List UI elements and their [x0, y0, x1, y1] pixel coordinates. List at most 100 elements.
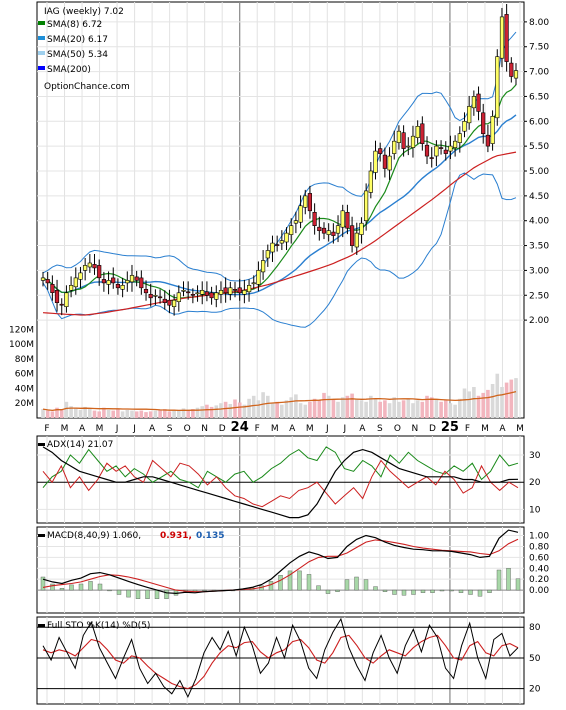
candle-body	[153, 294, 158, 297]
adx-line	[42, 446, 519, 519]
candle-body	[495, 56, 500, 119]
volume-bar	[177, 409, 181, 418]
macd-histogram-bar	[354, 576, 359, 591]
candle-body	[139, 277, 144, 289]
macd-tick-label: 0.00	[529, 586, 549, 596]
sto-swatch	[38, 624, 45, 627]
candle-body	[289, 225, 294, 235]
price-tick-label: 4.50	[529, 192, 549, 202]
candle-body	[434, 145, 439, 157]
month-label: O	[394, 424, 401, 434]
volume-bar	[223, 401, 228, 418]
volume-bar	[383, 400, 387, 418]
candle-body	[382, 154, 388, 169]
macd-title-hist: 0.135	[196, 531, 224, 541]
candle-body	[242, 289, 247, 295]
volume-bar	[116, 409, 120, 418]
candle-body	[331, 231, 336, 236]
sto-title: Full STO %K(14) %D(5)	[47, 621, 150, 631]
volume-bar	[434, 398, 439, 418]
adx-title: ADX(14) 21.07	[47, 440, 113, 450]
candle-body	[513, 70, 519, 79]
volume-bar	[148, 411, 153, 418]
volume-bar	[481, 392, 485, 418]
macd-histogram-bar	[506, 568, 511, 591]
volume-bar	[294, 394, 298, 418]
volume-bar	[378, 401, 382, 418]
minus-di-line	[42, 459, 519, 508]
volume-ma-line	[42, 390, 517, 412]
price-tick-label: 2.50	[529, 291, 549, 301]
macd-histogram-bar	[458, 589, 464, 593]
macd-tick-label: 0.80	[529, 542, 549, 552]
volume-bar	[158, 409, 162, 418]
candle-body	[134, 276, 139, 281]
candle-body	[256, 270, 261, 285]
volume-bar	[214, 405, 219, 418]
candle-body	[340, 210, 345, 228]
macd-histogram-bar	[401, 589, 407, 596]
candle-body	[83, 265, 88, 271]
volume-bar	[350, 393, 354, 418]
macd-histogram-bar	[382, 589, 388, 592]
price-tick-label: 6.00	[529, 117, 549, 127]
candle-body	[321, 227, 327, 234]
volume-bar	[139, 410, 144, 418]
month-label: M	[96, 424, 104, 434]
volume-bar	[415, 400, 420, 418]
volume-bar	[490, 384, 495, 418]
volume-bar	[55, 407, 59, 418]
macd-histogram-bar	[50, 583, 55, 591]
candle-body	[106, 280, 111, 285]
price-tick-label: 4.00	[529, 217, 549, 227]
candle-body	[59, 303, 64, 306]
month-label: F	[465, 424, 470, 434]
macd-histogram-bar	[449, 589, 454, 592]
volume-bar	[111, 410, 115, 418]
month-label: D	[429, 424, 436, 434]
volume-bar	[69, 406, 73, 418]
volume-tick-label: 80M	[15, 355, 34, 365]
volume-bar	[74, 408, 78, 418]
macd-histogram-bar	[126, 589, 131, 598]
candle-body	[209, 292, 214, 299]
volume-bar	[186, 410, 190, 418]
candle-body	[457, 133, 462, 143]
volume-bar	[411, 403, 415, 418]
candle-body	[237, 287, 242, 294]
candle-body	[223, 287, 228, 294]
candle-body	[401, 132, 406, 149]
candle-body	[158, 296, 163, 299]
candle-body	[373, 150, 378, 173]
macd-histogram-bar	[468, 589, 473, 595]
volume-bar	[312, 398, 317, 418]
month-label: D	[219, 424, 226, 434]
volume-tick-label: 120M	[9, 325, 34, 335]
month-label: J	[115, 424, 119, 434]
month-label: 25	[441, 420, 459, 435]
price-tick-label: 8.00	[529, 18, 549, 28]
candle-body	[129, 275, 135, 283]
candle-body	[312, 212, 317, 227]
candle-body	[172, 299, 177, 308]
macd-histogram-bar	[363, 579, 369, 591]
volume-bar	[130, 410, 134, 418]
volume-bar	[144, 412, 148, 418]
volume-bar	[59, 409, 64, 418]
volume-bar	[153, 410, 158, 418]
volume-bar	[97, 411, 101, 418]
month-label: O	[184, 424, 191, 434]
macd-histogram-bar	[411, 589, 416, 595]
macd-tick-label: 0.60	[529, 553, 549, 563]
volume-bar	[369, 395, 373, 418]
macd-histogram-bar	[107, 589, 112, 592]
legend-label: SMA(20) 6.17	[47, 35, 108, 45]
candle-body	[490, 116, 495, 144]
volume-bar	[125, 409, 130, 418]
candle-body	[167, 299, 172, 306]
volume-bar	[280, 404, 284, 418]
month-label: J	[342, 424, 346, 434]
volume-bar	[340, 397, 345, 418]
candle-body	[420, 123, 425, 145]
volume-bar	[509, 379, 514, 418]
